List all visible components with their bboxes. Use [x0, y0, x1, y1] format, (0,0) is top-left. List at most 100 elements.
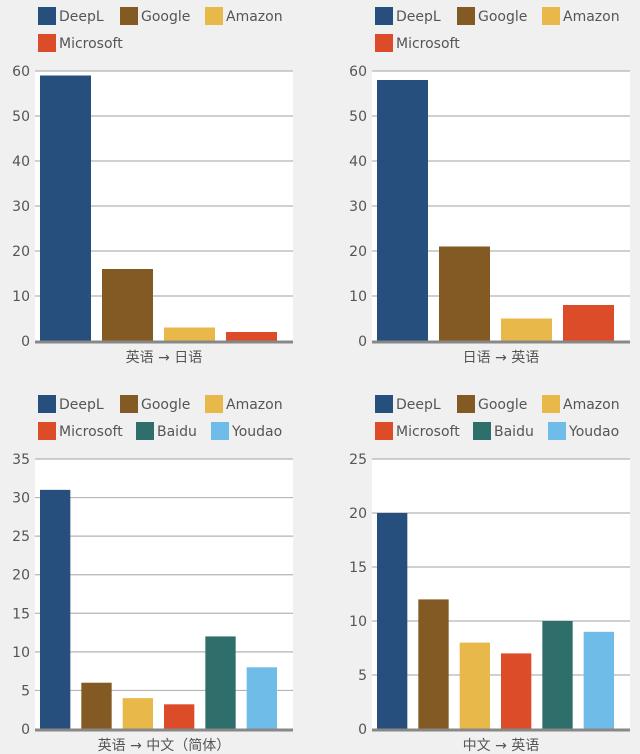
bar-microsoft — [563, 305, 614, 341]
y-tick-label: 30 — [12, 491, 30, 507]
legend-swatch-google — [120, 7, 138, 25]
legend-label-baidu: Baidu — [494, 424, 534, 440]
bar-amazon — [501, 318, 552, 341]
legend-label-google: Google — [478, 9, 527, 25]
legend-label-microsoft: Microsoft — [396, 36, 460, 52]
x-axis-label: 英语 → 日语 — [126, 349, 203, 366]
chart-1: DeepL Google Amazon Microsoft 0 10 20 30 40 50 60 英… — [12, 7, 293, 366]
legend-swatch-amazon — [542, 395, 560, 413]
legend-swatch-deepl — [38, 395, 56, 413]
legend-label-deepl: DeepL — [59, 397, 104, 413]
legend: DeepL Google Amazon Microsoft — [38, 7, 283, 52]
legend-swatch-baidu — [473, 422, 491, 440]
bar-youdao — [583, 631, 614, 729]
y-tick-label: 15 — [12, 606, 30, 622]
chart-3: DeepL Google Amazon Microsoft Baidu Youdao 0 5 1… — [12, 395, 293, 754]
x-axis-label: 日语 → 英语 — [463, 349, 540, 366]
legend-swatch-google — [457, 395, 475, 413]
legend-swatch-microsoft — [375, 422, 393, 440]
y-tick-label: 0 — [21, 334, 30, 350]
legend: DeepL Google Amazon Microsoft Baidu Youdao — [38, 395, 283, 440]
legend-label-deepl: DeepL — [59, 9, 104, 25]
y-tick-label: 30 — [12, 199, 30, 215]
legend-label-microsoft: Microsoft — [59, 36, 123, 52]
bar-microsoft — [501, 653, 532, 729]
chart-4: DeepL Google Amazon Microsoft Baidu Youdao 0 5 1… — [349, 395, 630, 754]
bar-baidu — [205, 636, 236, 729]
bar-microsoft — [164, 704, 195, 729]
x-axis-label: 中文 → 英语 — [463, 737, 540, 754]
legend-swatch-google — [120, 395, 138, 413]
y-tick-label: 50 — [349, 109, 367, 125]
y-tick-label: 10 — [349, 289, 367, 305]
legend-label-youdao: Youdao — [231, 424, 282, 440]
legend-label-baidu: Baidu — [157, 424, 197, 440]
legend-swatch-google — [457, 7, 475, 25]
legend-swatch-youdao — [548, 422, 566, 440]
y-tick-label: 60 — [12, 64, 30, 80]
y-tick-label: 30 — [349, 199, 367, 215]
bar-baidu — [542, 621, 573, 729]
legend-label-deepl: DeepL — [396, 397, 441, 413]
bar-deepl — [377, 513, 408, 729]
y-tick-label: 50 — [12, 109, 30, 125]
bar-google — [102, 269, 153, 341]
legend-label-youdao: Youdao — [568, 424, 619, 440]
y-tick-label: 5 — [358, 668, 367, 684]
y-tick-label: 15 — [349, 560, 367, 576]
legend-label-google: Google — [478, 397, 527, 413]
y-tick-label: 25 — [12, 529, 30, 545]
y-tick-label: 20 — [12, 244, 30, 260]
bar-microsoft — [226, 332, 277, 341]
y-tick-label: 20 — [349, 244, 367, 260]
y-tick-label: 25 — [349, 452, 367, 468]
bar-google — [418, 599, 449, 729]
legend-label-microsoft: Microsoft — [396, 424, 460, 440]
y-tick-label: 5 — [21, 683, 30, 699]
legend-swatch-deepl — [375, 7, 393, 25]
y-tick-label: 40 — [12, 154, 30, 170]
legend-swatch-microsoft — [38, 422, 56, 440]
legend-swatch-baidu — [136, 422, 154, 440]
legend-label-amazon: Amazon — [563, 9, 620, 25]
legend-swatch-microsoft — [375, 34, 393, 52]
legend-swatch-deepl — [38, 7, 56, 25]
y-tick-label: 0 — [21, 722, 30, 738]
bar-deepl — [377, 80, 428, 341]
bar-amazon — [164, 327, 215, 341]
bar-amazon — [459, 642, 490, 729]
bar-deepl — [40, 75, 91, 341]
legend-swatch-amazon — [542, 7, 560, 25]
x-axis-label: 英语 → 中文（简体） — [98, 737, 231, 754]
legend-label-google: Google — [141, 9, 190, 25]
y-tick-label: 10 — [349, 614, 367, 630]
legend-label-microsoft: Microsoft — [59, 424, 123, 440]
y-tick-label: 20 — [349, 506, 367, 522]
y-tick-label: 10 — [12, 289, 30, 305]
legend-swatch-youdao — [211, 422, 229, 440]
legend-swatch-deepl — [375, 395, 393, 413]
y-tick-label: 0 — [358, 722, 367, 738]
chart-2: DeepL Google Amazon Microsoft 0 10 20 30 40 50 60 日… — [349, 7, 630, 366]
bar-deepl — [40, 489, 71, 729]
legend: DeepL Google Amazon Microsoft Baidu Youdao — [375, 395, 620, 440]
bar-amazon — [122, 698, 153, 729]
y-tick-label: 10 — [12, 645, 30, 661]
legend-label-amazon: Amazon — [226, 397, 283, 413]
legend-label-google: Google — [141, 397, 190, 413]
bar-youdao — [246, 667, 277, 729]
legend-label-amazon: Amazon — [563, 397, 620, 413]
legend-label-amazon: Amazon — [226, 9, 283, 25]
legend-swatch-amazon — [205, 7, 223, 25]
y-tick-label: 60 — [349, 64, 367, 80]
y-tick-label: 0 — [358, 334, 367, 350]
legend-swatch-microsoft — [38, 34, 56, 52]
y-tick-label: 20 — [12, 568, 30, 584]
legend-swatch-amazon — [205, 395, 223, 413]
bar-google — [439, 246, 490, 341]
y-tick-label: 40 — [349, 154, 367, 170]
bar-google — [81, 682, 112, 729]
y-tick-label: 35 — [12, 452, 30, 468]
legend: DeepL Google Amazon Microsoft — [375, 7, 620, 52]
